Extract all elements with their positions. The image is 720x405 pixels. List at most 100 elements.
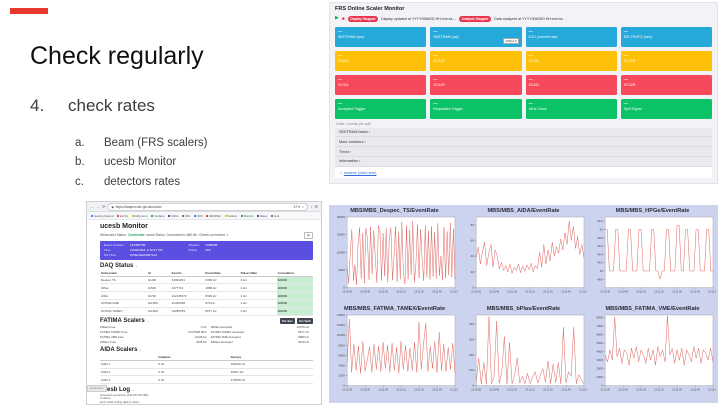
- scaler-controls: ▶ ■ Display Stopped Display updated at Y…: [330, 14, 717, 24]
- chart-title: MBS/MBS_FATIMA_VME/EventRate: [605, 306, 700, 312]
- downloads-icon[interactable]: ↓: [310, 204, 313, 209]
- log-line: Error while writing data to client:: [100, 399, 140, 404]
- chevron-down-icon: ⌄: [138, 347, 142, 352]
- browser-chrome: ← → ⟳ ◉ https://daqserv.win.gsi.de/ucesb…: [87, 202, 321, 212]
- daq-status-heading[interactable]: DAQ Status ⌄: [100, 262, 138, 269]
- chevron-down-icon: ⌄: [134, 263, 138, 268]
- refresh-icon[interactable]: ⟳: [102, 204, 106, 209]
- svg-text:13:11:30: 13:11:30: [414, 291, 424, 294]
- shield-icon[interactable]: ◉: [111, 204, 115, 209]
- bookmark-item[interactable]: Shifts: [168, 214, 178, 218]
- svg-text:13:11:45: 13:11:45: [432, 389, 442, 392]
- svg-text:5000: 5000: [596, 341, 603, 345]
- scaler-tile: — SC42L: [525, 74, 617, 95]
- readme-icon: ☆: [339, 170, 343, 175]
- accordion-row[interactable]: More numbers ›: [335, 137, 712, 148]
- play-icon[interactable]: ▶: [335, 15, 339, 22]
- favicon-dot: [151, 214, 154, 217]
- svg-text:300: 300: [469, 338, 474, 342]
- bookmark-item[interactable]: Monitor: [240, 214, 253, 218]
- svg-text:13:12:00: 13:12:00: [579, 291, 587, 294]
- chart-plot: 0 2000 4000 6000 8000 10000 12000 14000 13:10:30…: [337, 313, 458, 392]
- bookmark-item[interactable]: Grafana: [151, 214, 165, 218]
- aida-scalers-heading[interactable]: AIDA Scalers ⌄: [100, 346, 142, 353]
- event-rate-chart: MBS/MBS_AIDA/EventRate 0 20 40 60 80 13:10:30…: [460, 207, 587, 303]
- fatima-scalers-heading[interactable]: FATIMA Scalers ⌄ Per Sec Per Spill: [100, 318, 313, 325]
- svg-text:13:12:00: 13:12:00: [450, 291, 458, 294]
- analysis-status-badge: Analysis Stopped: [458, 16, 492, 22]
- scaler-tile: — SC41L: [335, 74, 427, 95]
- scaler-tile-label: IC01 (current raw): [528, 35, 558, 40]
- svg-text:400: 400: [469, 322, 474, 326]
- svg-text:13:11:15: 13:11:15: [525, 291, 535, 294]
- log-line: 9 clients...: [100, 396, 113, 401]
- seetram-cal-range-select[interactable]: 100pA ▾: [502, 37, 519, 45]
- scaler-tile: — SEETRAM (sec): [335, 26, 427, 47]
- table-row: bPlas 0x500 2477713 1868 Hz 4 Hz GOOD: [100, 283, 313, 293]
- sub-list-item: a. Beam (FRS scalers): [75, 133, 208, 153]
- bookmark-item[interactable]: Go4: [270, 214, 279, 218]
- svg-text:12000: 12000: [337, 323, 345, 327]
- bookmark-item[interactable]: Rates: [256, 214, 267, 218]
- bookmark-item[interactable]: DESPEC: [206, 214, 221, 218]
- chart-title: MBS/MBS_Despec_TS/EventRate: [350, 208, 439, 214]
- accordion-row[interactable]: Information ›: [335, 156, 712, 167]
- scaler-tile: — Requested Trigger: [430, 98, 522, 119]
- forward-icon[interactable]: →: [96, 204, 100, 209]
- display-status-badge: Display Stopped: [347, 16, 379, 22]
- scaler-tile-value: —: [528, 100, 533, 106]
- slide-accent-bar: [10, 8, 48, 14]
- bookmark-star-icon[interactable]: ☆: [301, 204, 305, 209]
- table-row: FATIMA VME 0x1500 22415028 879 Hz 4 Hz GOOD: [100, 299, 313, 308]
- svg-text:13:11:00: 13:11:00: [636, 291, 646, 294]
- bookmark-item[interactable]: DAQ docs: [131, 214, 148, 218]
- svg-text:13:10:45: 13:10:45: [489, 389, 499, 392]
- bookmark-item[interactable]: ELOG: [116, 214, 128, 218]
- svg-text:13:11:00: 13:11:00: [378, 389, 388, 392]
- svg-text:2000: 2000: [338, 373, 345, 377]
- svg-text:49.6: 49.6: [597, 244, 603, 248]
- bookmark-item[interactable]: Scalers: [224, 214, 237, 218]
- svg-text:13:11:00: 13:11:00: [507, 291, 517, 294]
- scaler-tile: — SC41R: [430, 74, 522, 95]
- back-icon[interactable]: ←: [90, 204, 94, 209]
- bookmark-item[interactable]: Wiki: [181, 214, 190, 218]
- svg-text:13:10:45: 13:10:45: [360, 291, 370, 294]
- banner-right-column: Physics 1398596 Pulser 323: [188, 243, 218, 252]
- scaler-tile: — Spill Signal: [620, 98, 712, 119]
- svg-text:13:10:30: 13:10:30: [342, 291, 352, 294]
- expand-button[interactable]: ▤: [304, 231, 313, 239]
- zoom-level[interactable]: 67%: [293, 204, 301, 209]
- fatima-mode-button[interactable]: Per Sec: [279, 318, 296, 325]
- accordion-row[interactable]: Trend ›: [335, 147, 712, 157]
- favicon-dot: [270, 214, 273, 217]
- fatima-buttons: Per Sec Per Spill: [279, 318, 313, 325]
- ucesb-log-heading[interactable]: ucesb Log ⌄: [100, 386, 135, 393]
- svg-text:13:11:45: 13:11:45: [690, 389, 700, 392]
- svg-text:13:11:30: 13:11:30: [543, 291, 553, 294]
- status-connected: Connected: [128, 233, 145, 237]
- svg-text:13:10:30: 13:10:30: [600, 389, 610, 392]
- svg-text:0: 0: [472, 384, 474, 388]
- fatima-mode-button[interactable]: Per Spill: [296, 318, 313, 325]
- bookmark-item[interactable]: FRS: [193, 214, 203, 218]
- scaler-tile-label: SC42R: [623, 83, 636, 88]
- accordion-row[interactable]: SEETRAM factor ›: [335, 127, 712, 138]
- menu-icon[interactable]: ☰: [314, 204, 318, 209]
- stop-icon[interactable]: ■: [341, 16, 345, 22]
- scaler-tile: — SC21L: [335, 50, 427, 71]
- svg-text:13:11:15: 13:11:15: [654, 389, 664, 392]
- readme-link[interactable]: readme (click here): [343, 170, 377, 175]
- event-rate-chart: MBS/MBS_bPlas/EventRate 0 100 200 300 400 13:…: [460, 305, 587, 401]
- svg-text:13:11:30: 13:11:30: [414, 389, 424, 392]
- favicon-dot: [131, 214, 134, 217]
- scaler-tile-label: SC22R: [623, 59, 636, 64]
- bookmark-item[interactable]: Getting Started: [91, 214, 113, 218]
- svg-text:6000: 6000: [338, 353, 345, 357]
- ucesb-page-title: ucesb Monitor: [100, 223, 148, 230]
- url-bar[interactable]: ◉ https://daqserv.win.gsi.de/ucesb/ 67% …: [107, 202, 309, 211]
- svg-text:50: 50: [600, 227, 604, 231]
- svg-text:2000: 2000: [596, 367, 603, 371]
